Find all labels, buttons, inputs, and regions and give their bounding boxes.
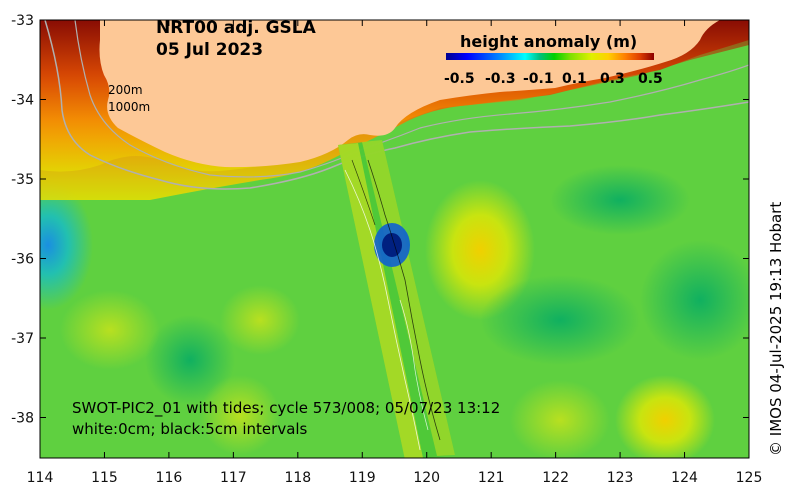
- x-tick-label: 120: [413, 470, 440, 486]
- low-anomaly-west: [40, 180, 93, 310]
- lime-patch-1: [220, 285, 300, 355]
- credit-label: © IMOS 04-Jul-2025 19:13 Hobart: [767, 202, 785, 456]
- colorbar-strip: [446, 53, 654, 60]
- y-tick-label: -35: [11, 172, 34, 188]
- x-tick-label: 114: [27, 470, 54, 486]
- colorbar-tick-2: -0.3: [485, 71, 516, 87]
- colorbar-tick-1: -0.5: [444, 71, 475, 87]
- lime-patch-4: [510, 380, 610, 458]
- colorbar-tick-4: 0.1: [562, 71, 587, 87]
- x-tick-label: 118: [284, 470, 311, 486]
- x-tick-label: 121: [478, 470, 505, 486]
- x-tick-label: 125: [736, 470, 763, 486]
- x-tick-label: 122: [542, 470, 569, 486]
- y-tick-label: -36: [11, 252, 34, 268]
- lime-patch-3: [60, 290, 160, 370]
- isobath-label-1000m: 1000m: [108, 100, 150, 114]
- isobath-1000m: [44, 20, 749, 190]
- swot-contour-c: [399, 299, 429, 431]
- swot-note-line1: SWOT-PIC2_01 with tides; cycle 573/008; …: [72, 399, 500, 418]
- map-title-date: 05 Jul 2023: [156, 40, 263, 60]
- y-axis: -33 -34 -35 -36 -37 -38: [11, 13, 749, 427]
- y-tick-label: -34: [11, 93, 34, 109]
- colorbar-tick-6: 0.5: [638, 71, 663, 87]
- low-anomaly-east-1: [480, 275, 640, 365]
- x-tick-label: 124: [671, 470, 698, 486]
- x-axis: 114 115 116 117 118 119 120 121 122 123 124 125: [27, 20, 763, 486]
- map-title-product: NRT00 adj. GSLA: [156, 18, 317, 38]
- swot-low-eddy-core: [382, 233, 402, 257]
- swot-contour-b: [351, 159, 376, 226]
- swot-5cm-contour: [367, 159, 441, 441]
- colorbar: height anomaly (m) -0.5 -0.3 -0.1 0.1 0.…: [444, 32, 663, 87]
- high-anomaly-southeast: [615, 375, 715, 458]
- swot-note-line2: white:0cm; black:5cm intervals: [72, 420, 308, 438]
- x-tick-label: 117: [220, 470, 247, 486]
- x-tick-label: 115: [91, 470, 118, 486]
- colorbar-tick-3: -0.1: [523, 71, 554, 87]
- low-anomaly-east-2: [640, 240, 749, 360]
- colorbar-title: height anomaly (m): [460, 32, 637, 51]
- isobath-label-200m: 200m: [108, 83, 143, 97]
- x-tick-label: 119: [349, 470, 376, 486]
- lime-patch-2: [200, 375, 280, 455]
- swot-swath: [338, 140, 455, 458]
- colorbar-tick-5: 0.3: [600, 71, 625, 87]
- swot-zero-contour: [344, 169, 421, 451]
- plot-area: [40, 20, 749, 458]
- y-tick-label: -38: [11, 411, 34, 427]
- low-anomaly-east-3: [550, 165, 690, 235]
- x-tick-label: 123: [607, 470, 634, 486]
- y-tick-label: -33: [11, 13, 34, 29]
- plot-frame: [39, 19, 750, 459]
- swot-swath-left: [338, 143, 423, 458]
- high-anomaly-center: [425, 180, 535, 320]
- y-tick-label: -37: [11, 331, 34, 347]
- low-anomaly-southwest: [145, 315, 235, 405]
- x-tick-label: 116: [156, 470, 183, 486]
